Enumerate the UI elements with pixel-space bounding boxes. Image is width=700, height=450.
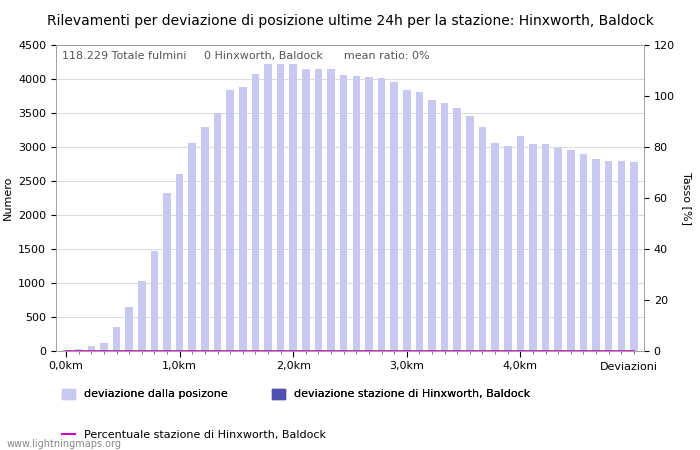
Bar <box>567 150 575 351</box>
Bar <box>113 327 120 351</box>
Bar <box>176 174 183 351</box>
Bar <box>441 103 449 351</box>
Bar <box>542 144 550 351</box>
Bar <box>62 350 70 351</box>
Bar <box>630 162 638 351</box>
Bar <box>340 75 347 351</box>
Bar <box>365 77 372 351</box>
Text: Rilevamenti per deviazione di posizione ultime 24h per la stazione: Hinxworth, B: Rilevamenti per deviazione di posizione … <box>47 14 653 27</box>
Bar <box>529 144 537 351</box>
Bar <box>100 343 108 351</box>
Y-axis label: Tasso [%]: Tasso [%] <box>682 171 692 225</box>
Bar <box>188 143 196 351</box>
Bar <box>617 161 625 351</box>
Bar <box>416 92 423 351</box>
Bar <box>75 349 83 351</box>
Bar <box>466 117 474 351</box>
Bar <box>605 161 612 351</box>
Text: 118.229 Totale fulmini     0 Hinxworth, Baldock      mean ratio: 0%: 118.229 Totale fulmini 0 Hinxworth, Bald… <box>62 51 430 61</box>
Bar <box>226 90 234 351</box>
Bar <box>378 78 385 351</box>
Bar <box>554 148 562 351</box>
Bar <box>251 73 259 351</box>
Bar <box>289 64 297 351</box>
Bar <box>302 69 309 351</box>
Bar <box>328 69 335 351</box>
Bar <box>504 146 512 351</box>
Text: www.lightningmaps.org: www.lightningmaps.org <box>7 439 122 449</box>
Bar <box>391 82 398 351</box>
Text: Deviazioni: Deviazioni <box>600 362 658 372</box>
Bar <box>428 100 436 351</box>
Bar <box>125 307 133 351</box>
Bar <box>353 76 360 351</box>
Bar <box>580 154 587 351</box>
Bar <box>214 113 221 351</box>
Bar <box>88 346 95 351</box>
Bar <box>163 193 171 351</box>
Bar <box>592 159 600 351</box>
Bar <box>517 136 524 351</box>
Y-axis label: Numero: Numero <box>3 176 13 220</box>
Legend: Percentuale stazione di Hinxworth, Baldock: Percentuale stazione di Hinxworth, Baldo… <box>62 429 326 440</box>
Bar <box>479 126 486 351</box>
Bar <box>239 87 246 351</box>
Bar <box>150 251 158 351</box>
Legend: deviazione dalla posizone, deviazione stazione di Hinxworth, Baldock: deviazione dalla posizone, deviazione st… <box>62 389 531 400</box>
Bar <box>276 64 284 351</box>
Bar <box>138 281 146 351</box>
Bar <box>264 64 272 351</box>
Bar <box>201 126 209 351</box>
Bar <box>315 69 322 351</box>
Bar <box>454 108 461 351</box>
Bar <box>403 90 411 351</box>
Bar <box>491 143 499 351</box>
